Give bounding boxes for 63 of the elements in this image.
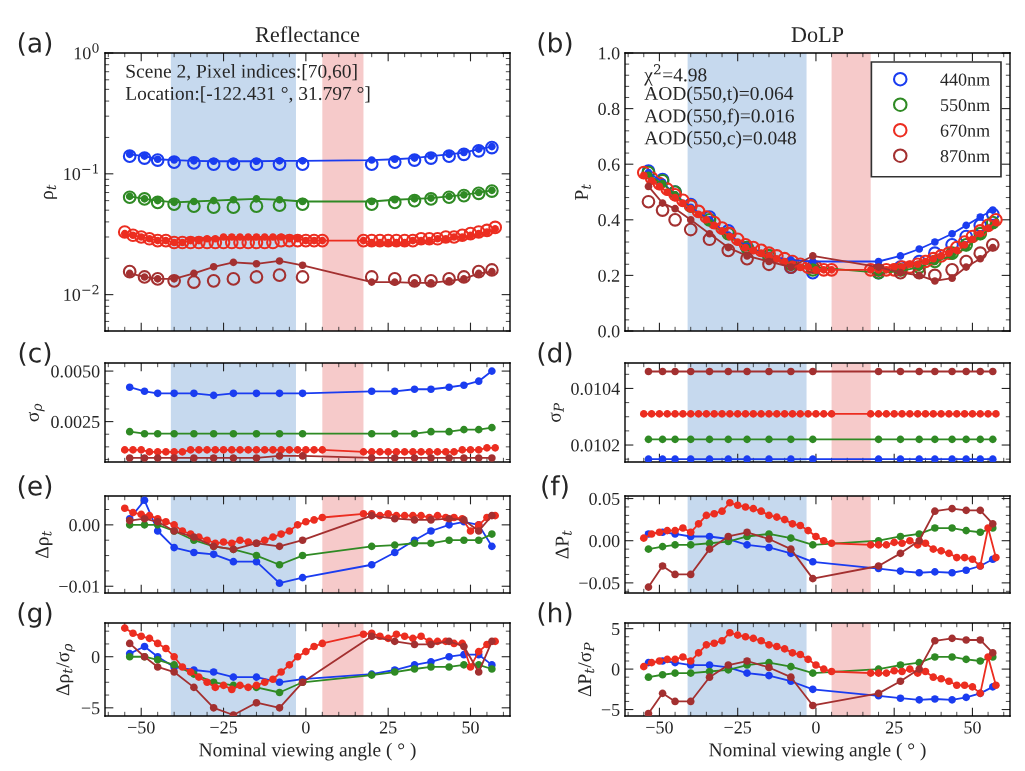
annotation: χ$^{2}$=4.98	[644, 64, 707, 86]
y-tick-label: 0.05	[589, 492, 620, 506]
text: (c)	[19, 342, 51, 366]
y-tick-label: 0.0050	[51, 365, 100, 378]
annotation: Location:[-122.431 °, 31.797 °]	[125, 86, 370, 103]
annotation: AOD(550,t)=0.064	[644, 86, 794, 104]
y-tick-label: −0.05	[579, 577, 620, 590]
x-tick-label: 25	[885, 721, 903, 734]
y-tick-label: 0.0102	[571, 439, 620, 452]
x-tick-label: −25	[724, 721, 752, 734]
text: (f)	[542, 475, 568, 499]
x-tick-label: 25	[379, 721, 397, 734]
y-tick-label: −0.01	[59, 580, 100, 593]
y-tick-label: 0.8	[598, 102, 620, 116]
y-axis-title: σ$_{P}$	[550, 402, 564, 422]
text: (b)	[538, 32, 572, 56]
legend-label: 870nm	[940, 150, 990, 163]
y-axis-title: ρ$_{t}$	[43, 184, 58, 199]
y-tick-label: 10$^{−1}$	[64, 164, 98, 181]
y-tick-label: 1.0	[599, 47, 620, 60]
y-tick-label: −5	[601, 703, 620, 716]
x-axis-title: Nominal viewing angle ( ° )	[709, 742, 926, 761]
x-tick-label: −50	[646, 721, 673, 734]
annotation: Scene 2, Pixel indices:[70,60]	[126, 64, 357, 81]
y-axis-title: ΔP$_{t}$	[555, 530, 572, 559]
x-tick-label: −25	[210, 721, 237, 734]
legend-label: 670nm	[940, 124, 990, 137]
text: (h)	[538, 602, 572, 626]
x-tick-label: 50	[462, 721, 479, 734]
legend-label: 550nm	[941, 99, 990, 112]
chart-title: DoLP	[791, 27, 844, 43]
annotation: AOD(550,f)=0.016	[644, 108, 794, 127]
y-axis-title: σ$_{ρ}$	[28, 403, 45, 422]
x-tick-label: 0	[302, 721, 310, 734]
y-tick-label: 0	[611, 663, 620, 676]
y-tick-label: 10$^{−2}$	[64, 284, 99, 301]
text: (a)	[18, 32, 52, 56]
y-tick-label: 5	[612, 623, 620, 636]
y-axis-title: ΔP$_{t}$/σ$_{P}$	[578, 642, 595, 697]
y-tick-label: 0.4	[598, 214, 620, 227]
y-tick-label: 10$^{0}$	[74, 43, 99, 60]
y-axis-title: Δρ$_{t}$/σ$_{ρ}$	[56, 643, 76, 696]
x-axis-title: Nominal viewing angle ( ° )	[199, 742, 416, 761]
legend-label: 440nm	[940, 73, 990, 86]
chart-title: Reflectance	[255, 26, 360, 43]
y-tick-label: 0.0025	[51, 415, 100, 429]
annotation: AOD(550,c)=0.048	[644, 130, 796, 149]
y-tick-label: 0.6	[598, 158, 620, 171]
y-tick-label: 0.0104	[571, 382, 620, 395]
text: (d)	[538, 342, 572, 366]
y-tick-label: −5	[81, 702, 100, 715]
x-tick-label: 50	[964, 721, 981, 734]
text: (e)	[18, 475, 52, 499]
y-tick-label: 0.00	[69, 519, 100, 532]
y-tick-label: 0.00	[589, 534, 620, 548]
x-tick-label: 0	[812, 721, 820, 734]
y-axis-title: Δρ$_{t}$	[35, 530, 53, 558]
y-tick-label: 0.0	[598, 325, 620, 338]
x-tick-label: −50	[128, 721, 155, 734]
y-tick-label: 0	[91, 650, 100, 664]
y-tick-label: 0.2	[598, 269, 620, 282]
text: (g)	[18, 602, 52, 628]
y-axis-title: P$_{t}$	[575, 184, 591, 200]
